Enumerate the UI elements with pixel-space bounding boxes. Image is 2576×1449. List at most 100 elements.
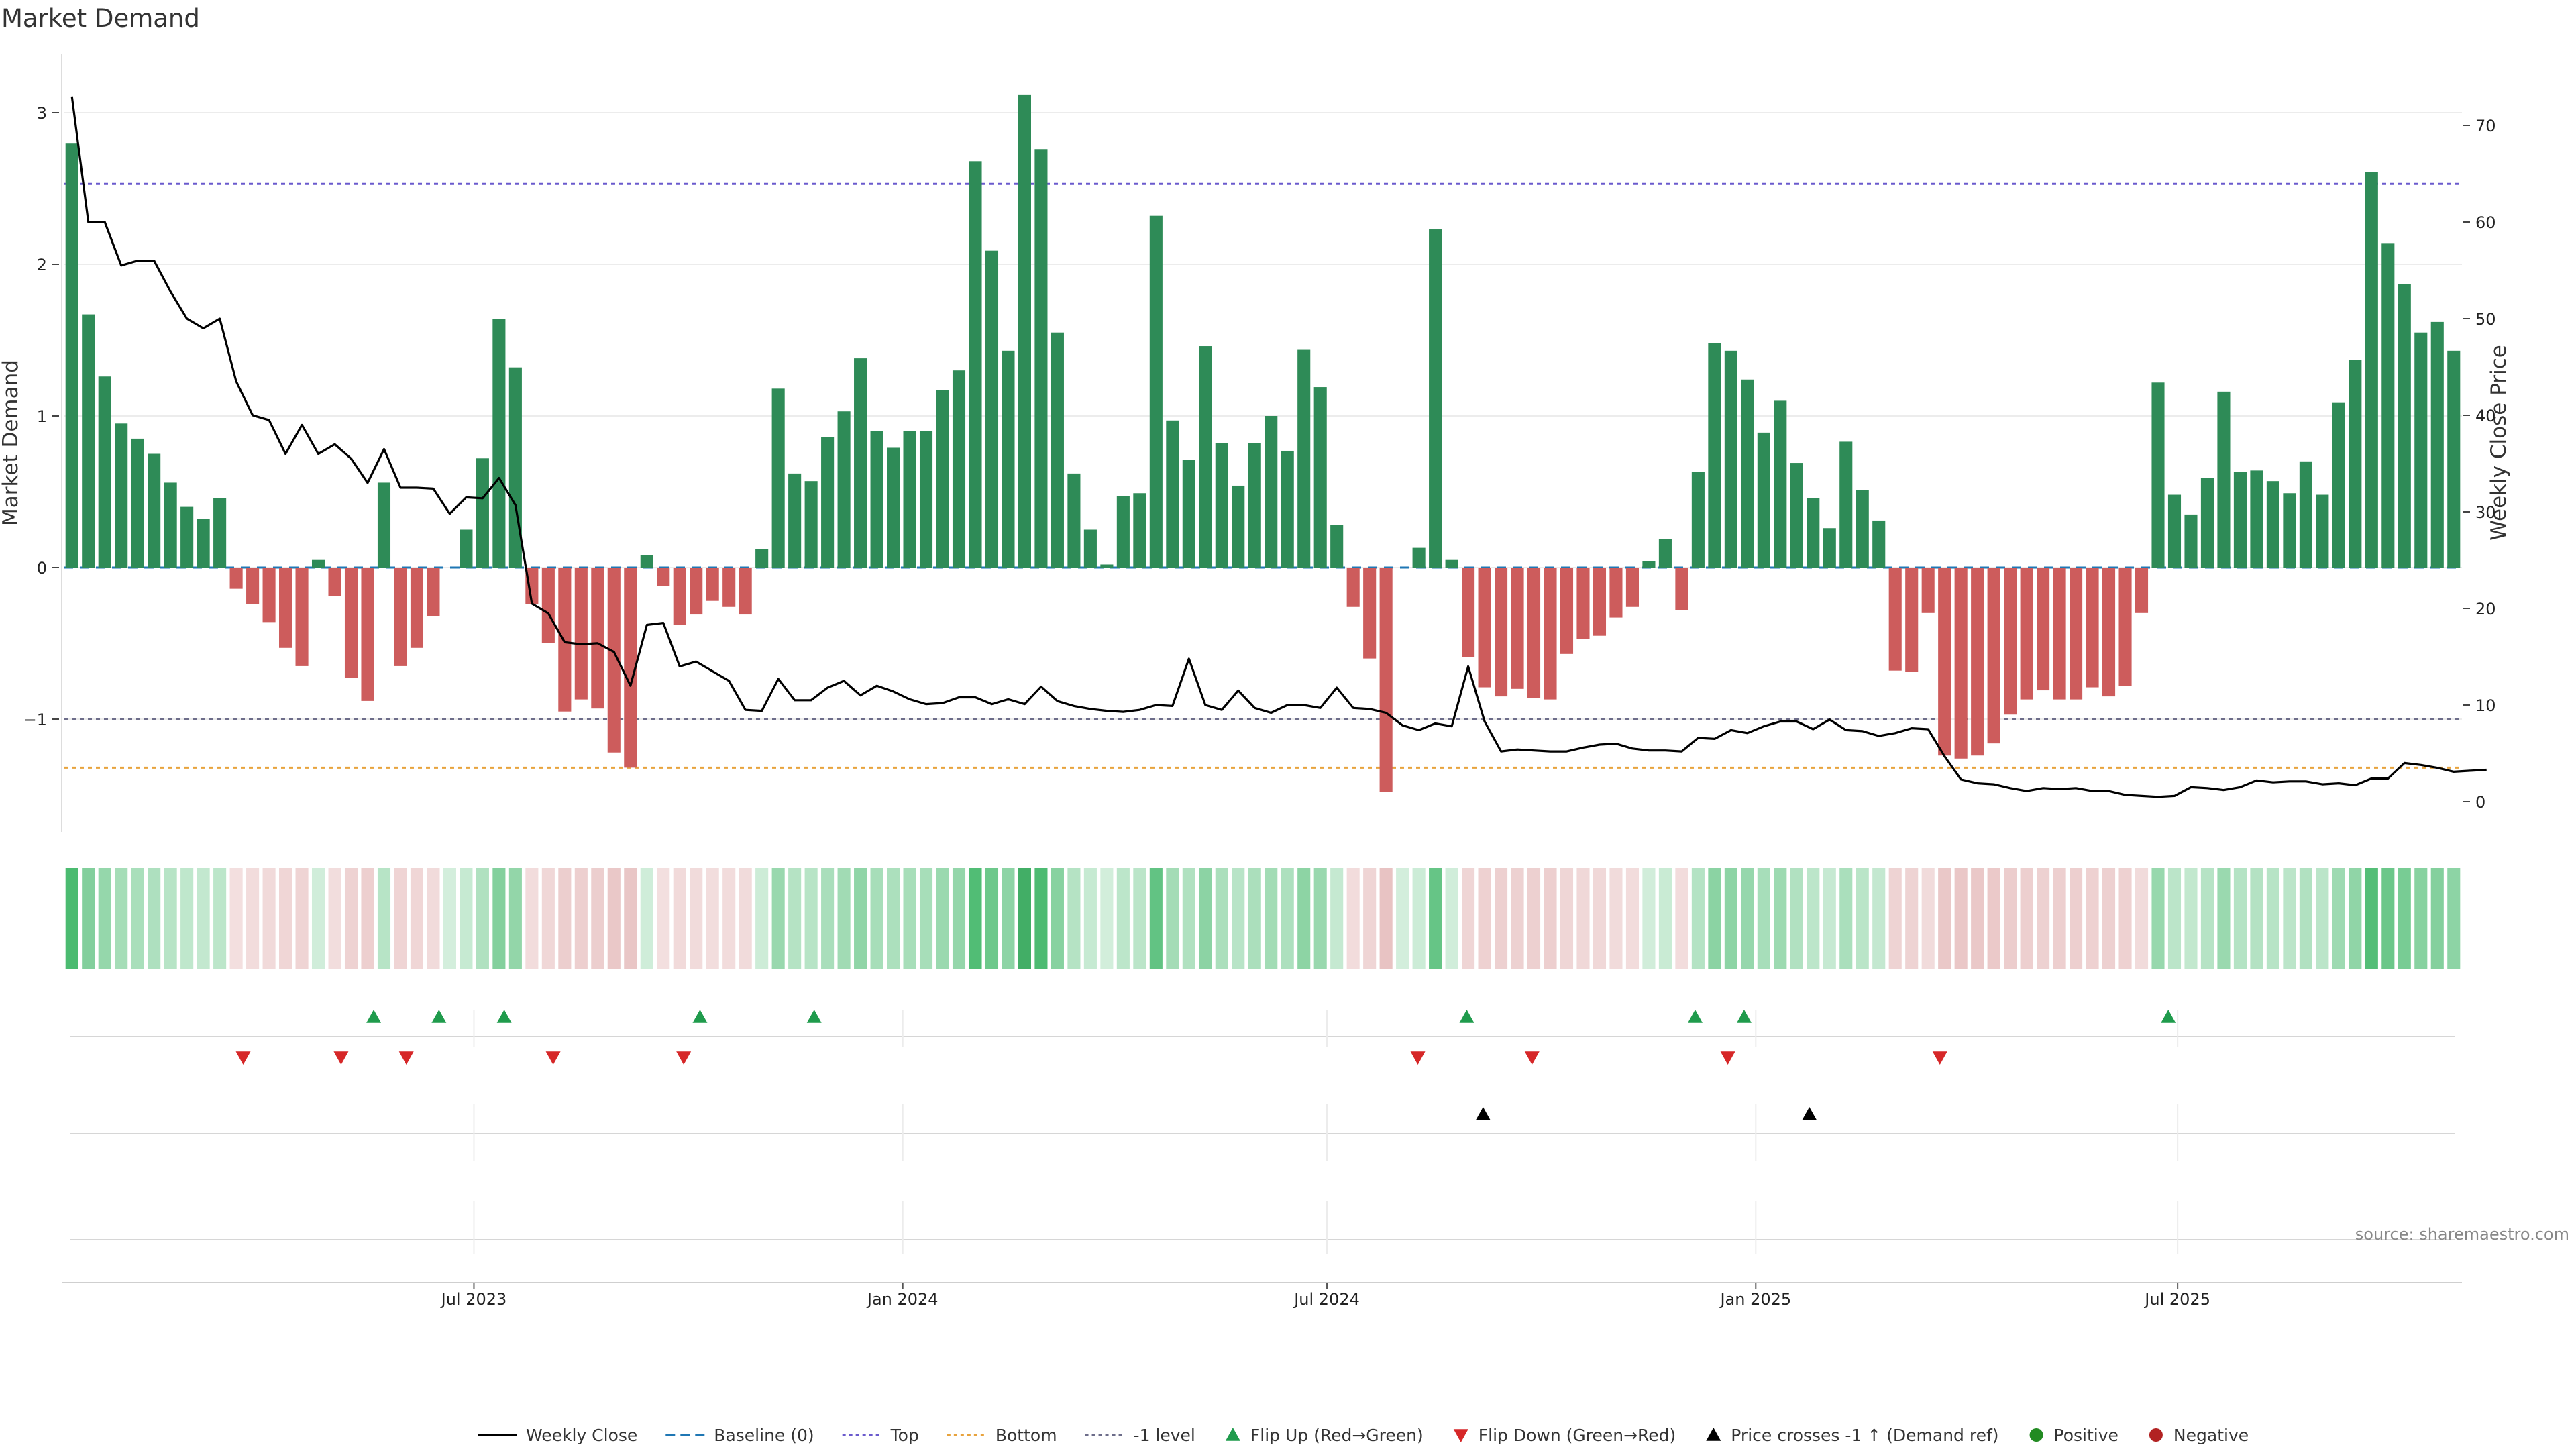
y-tick-label-right: 10 (2475, 696, 2496, 715)
legend-swatch (2029, 1428, 2043, 1442)
x-axis: Jul 2023 Jan 2024 Jul 2024 Jan 2025 Jul 2025 (440, 1283, 2210, 1309)
legend-label: Positive (2054, 1426, 2118, 1445)
strip-cell (311, 868, 325, 969)
demand-bar (1018, 94, 1031, 568)
strip-cell (328, 868, 341, 969)
demand-bar (919, 431, 933, 568)
demand-bar (1790, 463, 1803, 568)
demand-bar (1872, 520, 1886, 568)
flip-down-marker (1720, 1051, 1735, 1065)
strip-cell (2447, 868, 2461, 969)
demand-bar (854, 358, 867, 568)
flip-down-marker (1932, 1051, 1947, 1065)
demand-bar (1363, 568, 1377, 659)
strip-cell (1346, 868, 1360, 969)
demand-bar (1938, 568, 1951, 756)
demand-bar (1313, 387, 1327, 568)
demand-bars (65, 94, 2461, 792)
flip-up-marker (496, 1010, 512, 1023)
demand-bar (1445, 559, 1458, 568)
demand-bar (1265, 416, 1278, 568)
flip-up-marker (692, 1010, 708, 1023)
demand-bar (2233, 472, 2247, 568)
demand-bar (690, 568, 703, 615)
strip-cell (1232, 868, 1245, 969)
strip-cell (1215, 868, 1228, 969)
demand-bar (788, 473, 802, 568)
strip-cell (952, 868, 966, 969)
strip-cell (1658, 868, 1672, 969)
flip-up-marker (1687, 1010, 1703, 1023)
legend-item: Price crosses -1 ↑ (Demand ref) (1706, 1426, 1999, 1445)
strip-cell (1839, 868, 1853, 969)
demand-bar (2398, 284, 2411, 568)
demand-bar (2430, 321, 2444, 568)
strip-cell (657, 868, 670, 969)
legend-item: Weekly Close (478, 1426, 637, 1445)
demand-bar (1116, 496, 1130, 568)
demand-bar (1987, 568, 2000, 744)
strip-cell (1116, 868, 1130, 969)
demand-bar (1675, 568, 1688, 610)
strip-cell (460, 868, 473, 969)
demand-bar (837, 411, 851, 568)
demand-bar (525, 568, 539, 604)
legend-item: Negative (2149, 1426, 2249, 1445)
strip-cell (607, 868, 621, 969)
demand-bar (1248, 443, 1261, 568)
demand-bar (1954, 568, 1968, 759)
demand-bar (755, 549, 769, 568)
demand-bar (771, 388, 785, 568)
legend-item: Flip Up (Red→Green) (1225, 1426, 1424, 1445)
y-tick-label-right: 50 (2475, 310, 2496, 329)
demand-bar (1774, 400, 1787, 568)
demand-bar (657, 568, 670, 586)
y-tick-label-right: 70 (2475, 117, 2496, 136)
demand-bar (2414, 332, 2428, 568)
strip-cell (279, 868, 292, 969)
demand-bar (2447, 350, 2461, 568)
strip-cell (2135, 868, 2149, 969)
demand-bar (2151, 382, 2165, 568)
strip-cell (295, 868, 309, 969)
demand-bar (2266, 481, 2279, 568)
demand-bar (410, 568, 424, 648)
strip-cell (1691, 868, 1705, 969)
strip-cell (229, 868, 243, 969)
demand-heat-strip (65, 868, 2461, 969)
demand-bar (903, 431, 916, 568)
strip-cell (2316, 868, 2329, 969)
demand-bar (2283, 493, 2296, 568)
chart-title: Market Demand (1, 4, 200, 33)
legend-label: Flip Up (Red→Green) (1250, 1426, 1424, 1445)
strip-cell (2037, 868, 2050, 969)
x-tick-label: Jul 2023 (440, 1290, 507, 1309)
strip-cell (2233, 868, 2247, 969)
demand-bar (1971, 568, 1984, 756)
demand-bar (1034, 149, 1048, 568)
y-tick-label-right: 20 (2475, 600, 2496, 619)
demand-bar (1346, 568, 1360, 607)
demand-bar (739, 568, 752, 615)
strip-cell (1511, 868, 1524, 969)
legend-label: Baseline (0) (714, 1426, 814, 1445)
strip-cell (476, 868, 489, 969)
demand-bar (673, 568, 686, 625)
weekly-close-line (70, 96, 2487, 798)
strip-cell (508, 868, 522, 969)
demand-bar (624, 568, 637, 768)
demand-bar (936, 390, 949, 568)
demand-bar (1888, 568, 1902, 671)
strip-cell (1741, 868, 1754, 969)
strip-cell (591, 868, 604, 969)
demand-bar (1478, 568, 1491, 688)
strip-cell (2184, 868, 2198, 969)
demand-bar (2118, 568, 2132, 686)
strip-cell (131, 868, 144, 969)
demand-bar (328, 568, 341, 596)
strip-cell (180, 868, 194, 969)
flip-up-marker (1459, 1010, 1474, 1023)
legend-item: Bottom (947, 1426, 1057, 1445)
strip-cell (541, 868, 555, 969)
strip-cell (1593, 868, 1607, 969)
